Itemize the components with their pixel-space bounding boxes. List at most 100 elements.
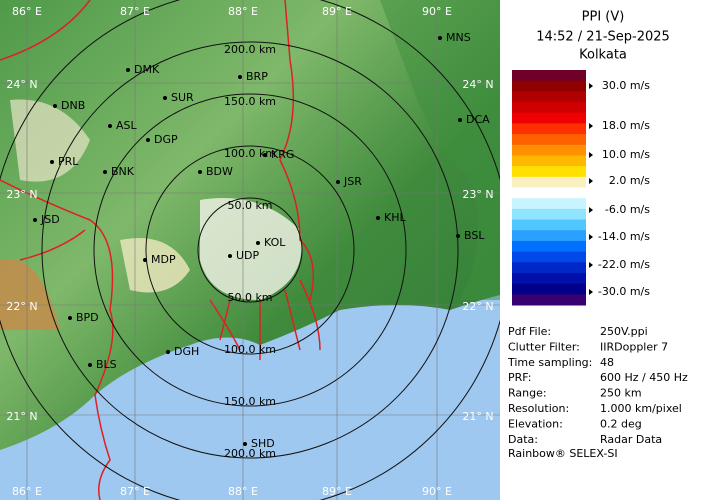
lat-label: 24° N <box>462 78 493 91</box>
city-label: BRP <box>246 70 268 83</box>
info-key: PRF: <box>508 371 531 384</box>
city-label: PRL <box>58 155 79 168</box>
colorbar-step <box>512 219 586 231</box>
colorbar-step <box>512 91 586 103</box>
city-label: DCA <box>466 113 490 126</box>
colorbar-step <box>512 187 586 199</box>
colorbar-label: -22.0 m/s <box>598 258 650 271</box>
lat-label: 21° N <box>6 410 37 423</box>
lon-label: 87° E <box>120 5 150 18</box>
colorbar-step <box>512 198 586 210</box>
city-dot <box>166 350 170 354</box>
city-dot <box>228 254 232 258</box>
city-label: UDP <box>236 249 260 262</box>
lon-label: 89° E <box>322 485 352 498</box>
city-dot <box>256 241 260 245</box>
city-dot <box>68 316 72 320</box>
tick-arrow <box>589 123 593 129</box>
tick-arrow <box>589 207 593 213</box>
colorbar-step <box>512 134 586 146</box>
city-label: DGP <box>154 133 178 146</box>
lat-label: 21° N <box>462 410 493 423</box>
city-dot <box>376 216 380 220</box>
site: Kolkata <box>579 48 627 63</box>
colorbar-step <box>512 123 586 135</box>
city-dot <box>438 36 442 40</box>
colorbar-label: -6.0 m/s <box>605 203 650 216</box>
city-dot <box>108 124 112 128</box>
city-dot <box>456 234 460 238</box>
lon-label: 90° E <box>422 485 452 498</box>
info-key: Elevation: <box>508 417 563 430</box>
colorbar-label: 18.0 m/s <box>602 119 650 132</box>
city-label: BPD <box>76 311 99 324</box>
city-dot <box>53 104 57 108</box>
delta <box>380 0 500 300</box>
city-label: MDP <box>151 253 176 266</box>
echo <box>10 99 90 182</box>
city-label: BSL <box>464 229 485 242</box>
echo <box>120 238 190 293</box>
city-dot <box>33 218 37 222</box>
lon-label: 88° E <box>228 485 258 498</box>
city-label: SUR <box>171 91 194 104</box>
clutter <box>200 198 302 300</box>
ring-label: 100.0 km <box>224 343 276 356</box>
city-dot <box>336 180 340 184</box>
range-ring <box>41 41 459 459</box>
range-ring <box>197 197 303 303</box>
tick-arrow <box>589 234 593 240</box>
city-dot <box>146 138 150 142</box>
ring-label: 100.0 km <box>224 147 276 160</box>
colorbar-label: 2.0 m/s <box>609 174 650 187</box>
colorbar-label: 10.0 m/s <box>602 148 650 161</box>
info-value: 250 km <box>600 387 642 400</box>
city-dot <box>126 68 130 72</box>
info-key: Resolution: <box>508 402 569 415</box>
lon-label: 86° E <box>12 5 42 18</box>
colorbar-step <box>512 112 586 124</box>
colorbar-step <box>512 294 586 306</box>
city-label: DNB <box>61 99 85 112</box>
city-label: JSR <box>343 175 362 188</box>
ring-label: 200.0 km <box>224 43 276 56</box>
tick-arrow <box>589 178 593 184</box>
tick-arrow <box>589 262 593 268</box>
range-ring <box>145 145 355 355</box>
city-dot <box>458 118 462 122</box>
ring-label: 50.0 km <box>227 199 272 212</box>
ring-label: 150.0 km <box>224 395 276 408</box>
city-dot <box>198 170 202 174</box>
colorbar-label: -14.0 m/s <box>598 230 650 243</box>
info-key: Time sampling: <box>507 356 592 369</box>
colorbar-label: 30.0 m/s <box>602 79 650 92</box>
ring-label: 150.0 km <box>224 95 276 108</box>
info-key: Range: <box>508 387 547 400</box>
colorbar-step <box>512 102 586 114</box>
colorbar-step <box>512 155 586 167</box>
city-label: JSD <box>40 213 60 226</box>
city-label: MNS <box>446 31 471 44</box>
info-value: 0.2 deg <box>600 417 642 430</box>
colorbar-step <box>512 80 586 92</box>
city-dot <box>103 170 107 174</box>
tick-arrow <box>589 152 593 158</box>
colorbar-step <box>512 208 586 221</box>
ring-label: 200.0 km <box>224 447 276 460</box>
colorbar-step <box>512 240 586 253</box>
city-dot <box>50 160 54 164</box>
city-label: ASL <box>116 119 138 132</box>
city-label: BDW <box>206 165 233 178</box>
lat-label: 24° N <box>6 78 37 91</box>
city-label: KOL <box>264 236 286 249</box>
city-dot <box>243 442 247 446</box>
colorbar-step <box>512 144 586 156</box>
colorbar-step <box>512 166 586 178</box>
colorbar-label: -30.0 m/s <box>598 285 650 298</box>
colorbar-step <box>512 272 586 285</box>
lon-label: 88° E <box>228 5 258 18</box>
colorbar-step <box>512 70 586 82</box>
lat-label: 22° N <box>6 300 37 313</box>
